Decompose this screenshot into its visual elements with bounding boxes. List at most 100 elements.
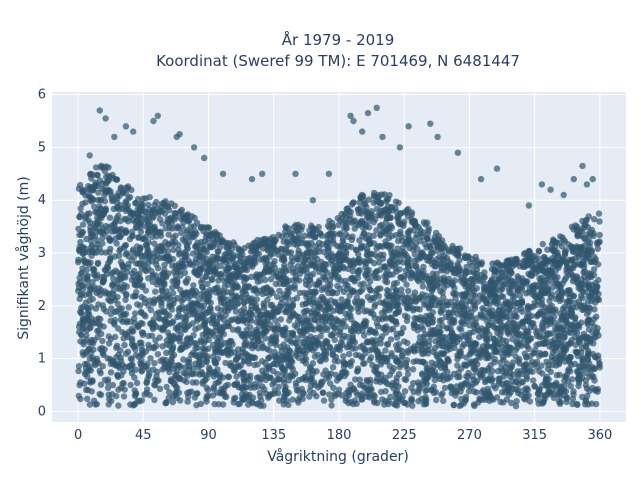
data-point [440,274,448,281]
data-point [342,394,350,402]
data-point [481,288,488,296]
data-point [404,371,412,378]
data-point [463,354,470,361]
data-point [228,337,235,345]
data-point [448,329,456,336]
data-point [588,298,595,305]
data-point [145,332,152,340]
data-point [213,264,220,272]
data-point [235,352,242,359]
data-point [495,307,502,314]
data-point [219,401,227,408]
data-point [203,395,210,402]
data-point [491,279,498,287]
data-point [92,183,99,190]
data-point [477,272,485,279]
data-point [370,189,378,197]
data-point [398,352,406,359]
data-point [475,298,482,305]
data-point [318,381,325,388]
data-point [295,240,302,247]
data-point [150,213,157,220]
data-point [131,392,139,399]
data-point [388,262,395,270]
data-point [309,224,316,231]
data-point [159,325,166,332]
data-point [165,231,172,238]
data-point [373,227,380,234]
data-point [483,355,490,362]
data-point [105,164,112,171]
data-point [569,395,577,403]
data-point [293,340,300,347]
data-point [336,331,343,338]
data-point [105,333,113,340]
data-point [574,401,581,408]
data-point [185,303,192,310]
data-point [314,351,321,358]
data-point [389,368,396,375]
data-point [367,213,374,221]
data-point [124,348,132,355]
data-point [500,399,507,406]
data-point [596,218,603,225]
data-point [393,330,400,337]
data-point [86,311,93,319]
data-point [292,221,299,229]
data-point [402,399,409,406]
data-point [246,283,253,291]
data-point [490,344,497,351]
data-point [303,317,310,324]
data-point [421,301,428,308]
data-point [512,278,520,285]
data-point [437,288,444,295]
data-point [229,255,236,262]
data-point [318,258,325,266]
data-point [347,362,354,369]
data-point [543,392,550,399]
data-point [125,195,132,202]
data-point [87,324,94,331]
data-point [568,223,576,230]
data-point [401,297,408,305]
data-point [377,243,384,250]
data-point [512,402,520,410]
data-point [103,187,110,194]
data-point [337,325,344,332]
data-point [241,244,248,252]
data-point [77,181,84,189]
data-point [87,233,95,240]
data-point [224,320,231,327]
data-point [333,266,340,273]
data-point [128,361,135,369]
data-point [394,259,401,266]
data-point [112,176,120,183]
data-point [90,397,98,404]
data-point [145,255,152,262]
data-point [91,249,98,256]
data-point [239,345,247,352]
data-point [476,260,483,268]
data-point [163,383,170,391]
data-point [327,332,335,339]
data-point [116,252,123,259]
data-point [186,359,193,366]
data-point [367,287,374,294]
data-point [181,291,188,298]
data-point [396,363,404,371]
data-point [373,268,381,275]
data-point [223,346,231,353]
data-point [414,379,422,386]
data-point [439,322,446,329]
data-point [419,370,426,377]
data-point [423,365,430,372]
data-point [496,375,504,382]
data-point [355,308,362,316]
data-point [318,232,325,239]
data-point [322,297,330,305]
data-point [593,328,601,335]
data-point [351,217,358,224]
data-point [240,395,247,403]
data-point [351,278,358,285]
data-point [121,341,128,349]
